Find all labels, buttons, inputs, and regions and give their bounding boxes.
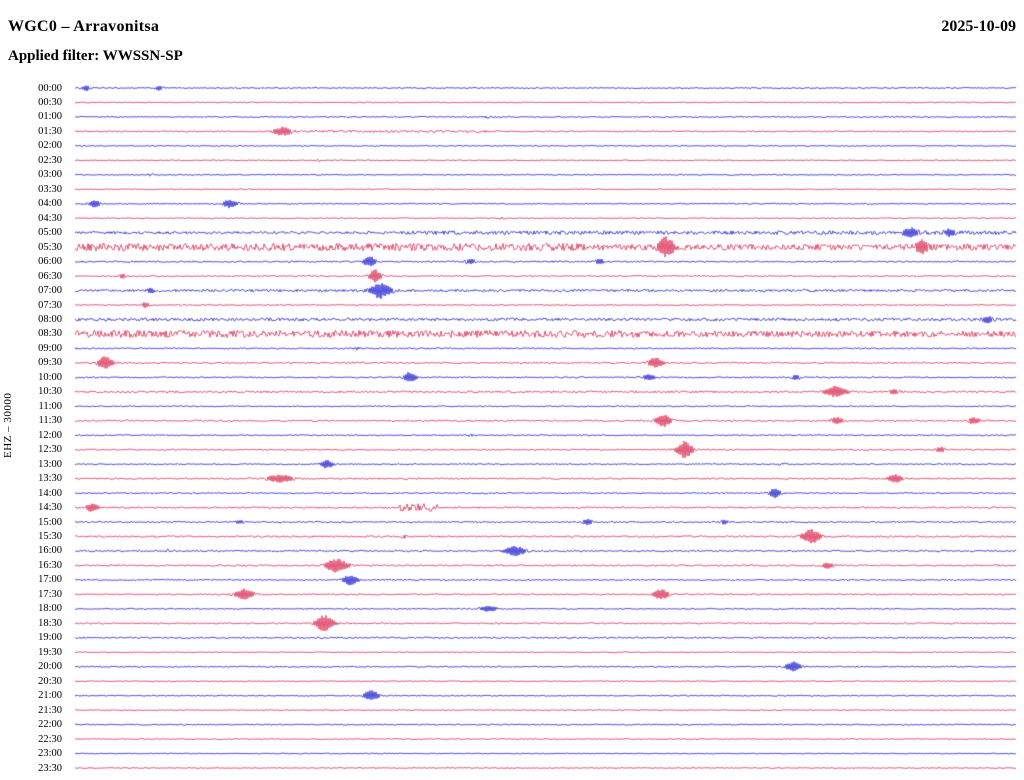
time-label: 18:30 [38,617,62,629]
time-label: 04:30 [38,212,62,224]
time-label: 00:30 [38,96,62,108]
time-label: 14:00 [38,487,62,499]
time-label: 09:30 [38,357,62,369]
time-label: 11:30 [38,415,62,427]
time-label: 19:00 [38,632,62,644]
time-label: 12:30 [38,444,62,456]
time-label: 16:00 [38,545,62,557]
time-label: 07:30 [38,299,62,311]
time-label: 17:00 [38,574,62,586]
filter-label: Applied filter: WWSSN-SP [8,48,183,64]
time-label: 10:30 [38,386,62,398]
time-label: 20:30 [38,675,62,687]
time-label: 02:30 [38,154,62,166]
time-label: 01:00 [38,111,62,123]
time-label: 17:30 [38,588,62,600]
time-label: 18:00 [38,603,62,615]
station-title: WGC0 – Arravonitsa [8,18,160,35]
time-label: 12:00 [38,429,62,441]
time-label: 11:00 [38,400,62,412]
time-label: 04:00 [38,198,62,210]
time-label: 13:00 [38,458,62,470]
time-label: 21:30 [38,704,62,716]
time-label: 06:00 [38,256,62,268]
time-label: 22:00 [38,719,62,731]
time-label: 10:00 [38,371,62,383]
time-label: 15:00 [38,516,62,528]
time-label: 08:00 [38,313,62,325]
time-label: 03:30 [38,183,62,195]
time-label: 06:30 [38,270,62,282]
time-label: 05:30 [38,241,62,253]
time-label: 20:00 [38,661,62,673]
time-label: 07:00 [38,285,62,297]
time-label: 23:30 [38,762,62,774]
time-label: 19:30 [38,646,62,658]
time-label: 01:30 [38,125,62,137]
time-label: 09:00 [38,342,62,354]
time-label: 03:00 [38,169,62,181]
time-label: 14:30 [38,502,62,514]
time-label: 02:00 [38,140,62,152]
time-label: 22:30 [38,733,62,745]
time-label: 23:00 [38,748,62,760]
time-label: 00:00 [38,82,62,94]
time-label: 08:30 [38,328,62,340]
time-label: 13:30 [38,473,62,485]
time-label: 21:00 [38,690,62,702]
time-label: 15:30 [38,531,62,542]
date-label: 2025-10-09 [941,18,1016,35]
time-label: 05:00 [38,227,62,239]
time-label: 16:30 [38,559,62,571]
